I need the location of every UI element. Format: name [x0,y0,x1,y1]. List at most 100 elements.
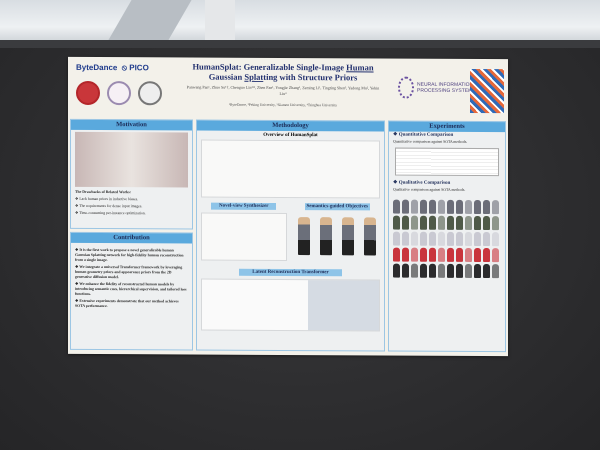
contribution-item: ❖ We enhance the fidelity of reconstruct… [75,281,187,296]
novel-view-diagram [201,212,287,261]
qual-result-figure [402,231,409,246]
quant-table [395,147,499,177]
qual-result-figure [411,199,418,214]
qual-result-figure [465,215,472,230]
bytedance-logo: ByteDance [76,62,118,73]
ceiling-pillar [205,0,235,42]
qual-result-figure [402,199,409,214]
qual-result-figure [411,231,418,246]
qual-result-figure [492,200,499,215]
qual-result-figure [393,199,400,214]
qual-result-figure [474,215,481,231]
qual-result-figure [393,247,400,262]
tsinghua-seal-icon [138,81,162,106]
qual-result-figure [393,215,400,230]
sponsor-logos: ByteDance ⦸ PICO [76,62,149,73]
authors: Panwang Pan¹, Zhuo Su¹†, Chenguo Lin¹²³,… [186,84,380,96]
qual-result-figure [483,232,490,247]
qual-result-figure [456,215,463,230]
neurips-logo: NEURAL INFORMATION PROCESSING SYSTEMS [398,76,477,99]
contribution-section: Contribution ❖ It is the first work to p… [70,231,193,351]
qr-code-icon [470,68,504,114]
poster: ByteDance ⦸ PICO HumanSplat: Generalizab… [68,56,508,357]
overview-title: Overview of HumanSplat [263,132,318,139]
qual-result-figure [483,216,490,231]
qual-result-figure [492,248,499,263]
qual-result-figure [474,199,481,215]
qual-result-figure [492,264,499,279]
qual-result-figure [447,231,454,246]
qual-result-figure [447,247,454,262]
experiments-heading: Experiments [389,121,505,133]
qual-result-figure [420,215,427,230]
qual-result-figure [420,231,427,246]
contribution-heading: Contribution [71,232,192,244]
methodology-heading: Methodology [197,120,384,132]
qual-result-figure [438,231,445,246]
qual-result-figure [402,215,409,230]
ceiling-beam [108,0,192,40]
qual-result-figure [420,199,427,214]
methodology-section: Methodology Overview of HumanSplat Novel… [196,119,385,352]
semantic-heading: Semantics-guided Objectives [304,203,370,211]
qual-result-figure [456,231,463,246]
qual-result-figure [411,263,418,278]
qual-result-figure [438,199,445,214]
latent-heading: Latent Reconstruction Transformer [239,268,342,277]
pku-seal-icon [76,80,100,106]
method-subsections: Novel-view Synthesizer Semantics-guided … [197,200,384,264]
qual-result-figure [411,215,418,230]
qual-result-figure [483,248,490,263]
overview-diagram [201,139,380,199]
qual-result-figure [465,199,472,214]
qual-result-figure [483,200,490,215]
qual-result-figure [465,231,472,246]
contribution-item: ❖ Extensive experiments demonstrate that… [75,298,179,309]
drawback-item: ❖ Time-consuming per-instance optimizati… [75,210,146,216]
qual-result-figure [447,263,454,278]
motivation-section: Motivation The Drawbacks of Related Work… [70,118,193,230]
qual-result-figure [483,264,490,279]
contribution-item: ❖ We integrate a universal Transformer f… [75,264,183,280]
qual-result-figure [438,247,445,262]
qual-result-figure [420,263,427,278]
qual-result-figure [393,263,400,278]
qual-result-figure [465,247,472,262]
qual-result-figure [474,231,481,247]
poster-title: HumanSplat: Generalizable Single-Image H… [192,61,374,83]
qual-result-figure [420,247,427,262]
qual-result-figure [429,231,436,246]
latent-diagram [201,278,380,332]
qual-result-figure [438,263,445,278]
neurips-dots-icon [398,76,414,99]
semantic-block: Semantics-guided Objectives [291,200,385,263]
qual-result-figure [411,247,418,262]
qual-result-figure [438,215,445,230]
qual-result-figure [456,199,463,214]
qual-result-figure [474,263,481,279]
novel-view-block: Novel-view Synthesizer [197,200,291,263]
board-rail [0,40,600,48]
qual-result-figure [447,215,454,230]
qual-result-figure [465,263,472,278]
qual-result-figure [456,247,463,262]
qual-result-figure [402,247,409,262]
xmu-seal-icon [107,81,131,106]
qual-result-figure [393,231,400,246]
quant-caption: Quantitative comparison against SOTA met… [393,139,468,144]
qual-result-figure [429,215,436,230]
motivation-heading: Motivation [71,119,192,131]
poster-header: ByteDance ⦸ PICO HumanSplat: Generalizab… [68,57,508,119]
ceiling [0,0,600,45]
university-seals [76,80,162,106]
qual-result-figure [492,216,499,231]
qual-result-figure [429,263,436,278]
qual-result-figure [402,263,409,278]
novel-view-heading: Novel-view Synthesizer [211,202,277,210]
affiliations: ¹ByteDance, ²Peking University, ³Xiamen … [228,102,338,108]
qual-result-figure [492,232,499,247]
pico-logo: PICO [129,63,149,73]
contribution-item: ❖ It is the first work to propose a nove… [75,247,184,263]
semantic-figure [291,213,385,259]
qual-result-figure [429,199,436,214]
